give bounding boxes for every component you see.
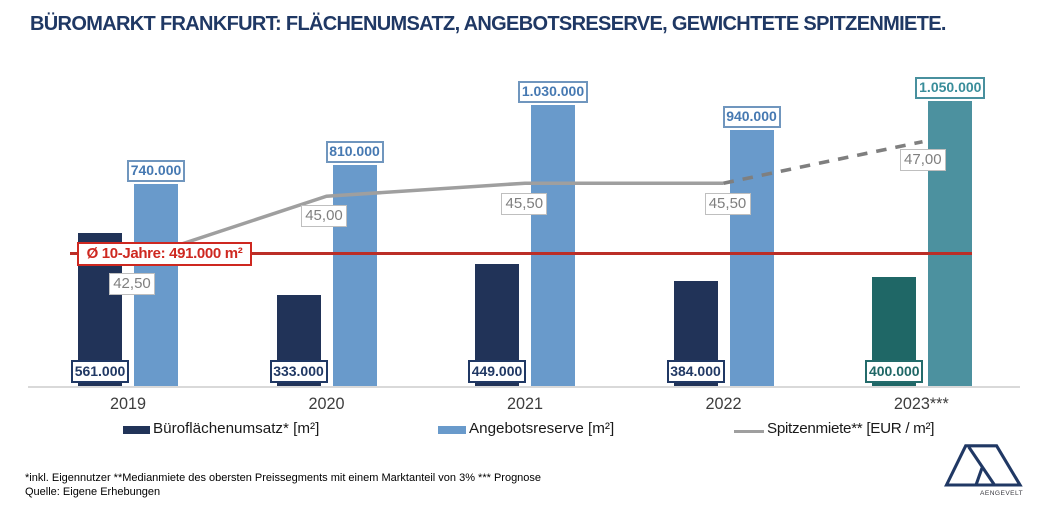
- svg-text:AENGEVELT: AENGEVELT: [980, 490, 1023, 497]
